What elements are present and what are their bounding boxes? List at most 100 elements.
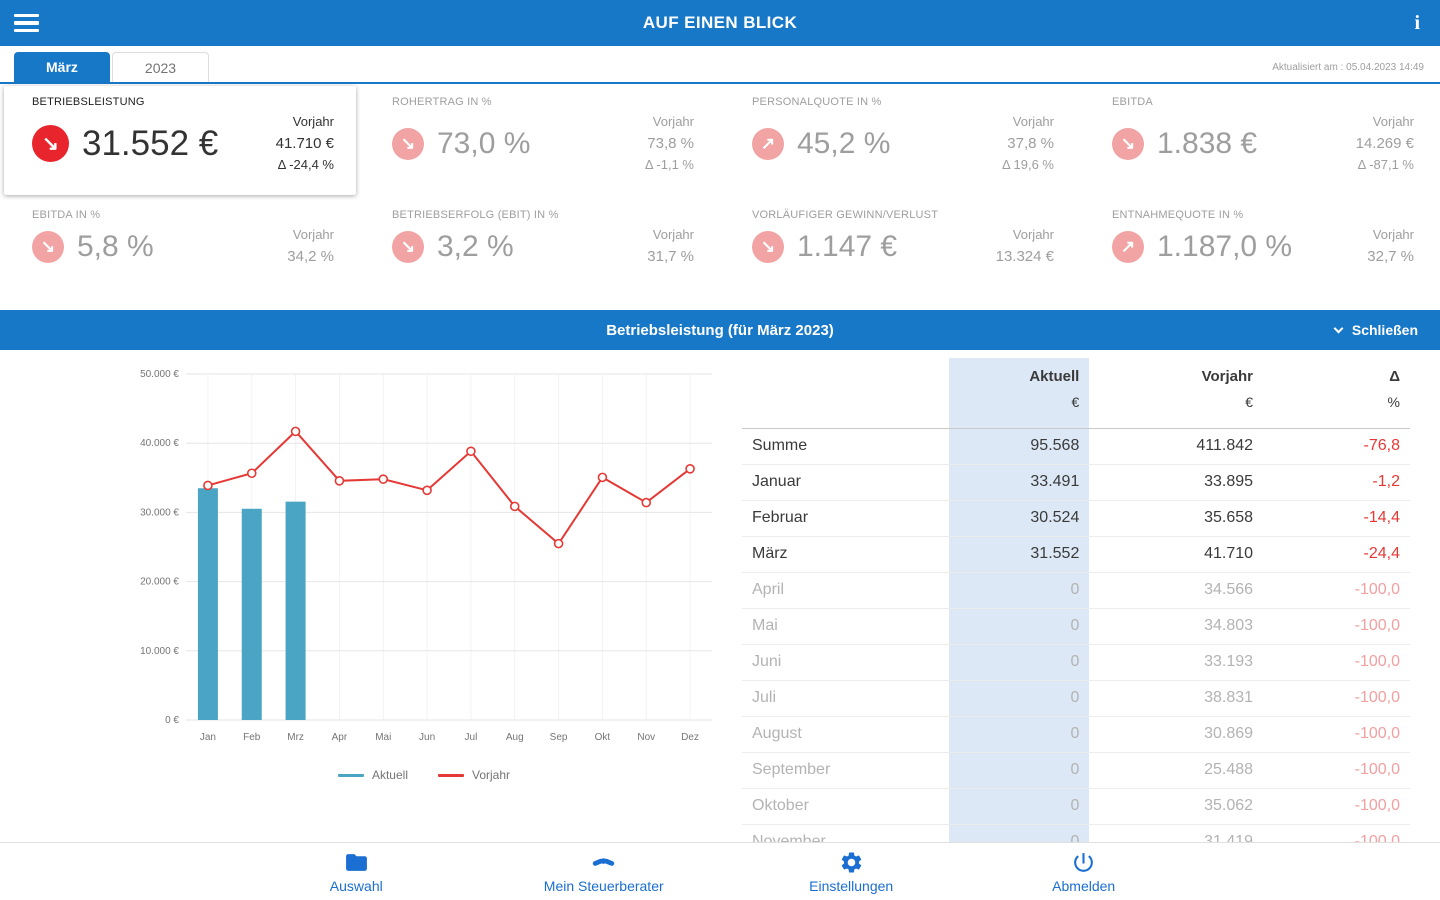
delta-cell: -14,4: [1263, 500, 1410, 537]
kpi-tile-5[interactable]: EBITDA IN % ↘ 5,8 % Vorjahr 34,2 %: [0, 197, 360, 310]
tab-year[interactable]: 2023: [111, 52, 210, 82]
kpi-value: 45,2 %: [797, 126, 891, 160]
nav-label: Auswahl: [329, 877, 383, 894]
kpi-value: 1.187,0 %: [1157, 229, 1293, 263]
nav-mein-steuerberater[interactable]: Mein Steuerberater: [544, 850, 664, 894]
kpi-tile-7[interactable]: VORLÄUFIGER GEWINN/VERLUST ↘ 1.147 € Vorjah…: [720, 197, 1080, 310]
legend-swatch: [438, 773, 464, 777]
delta-cell: -100,0: [1263, 572, 1410, 609]
delta-cell: -100,0: [1263, 716, 1410, 753]
row-label: Februar: [742, 500, 950, 537]
nav-einstellungen[interactable]: Einstellungen: [806, 850, 896, 894]
table-row: Juni 0 33.193 -100,0: [742, 644, 1410, 681]
kpi-title: EBITDA: [1112, 96, 1153, 108]
tab-month[interactable]: März: [14, 52, 110, 82]
kpi-tile-4[interactable]: EBITDA ↘ 1.838 € Vorjahr 14.269 € Δ -87,1 %: [1080, 84, 1440, 197]
delta-cell: -76,8: [1263, 428, 1410, 465]
svg-text:Mrz: Mrz: [287, 732, 304, 743]
info-icon[interactable]: i: [1414, 11, 1420, 34]
kpi-grid: BETRIEBSLEISTUNG ↘ 31.552 € Vorjahr 41.710 €…: [0, 84, 1440, 310]
bottom-nav: Auswahl Mein Steuerberater Einstellungen…: [0, 842, 1440, 900]
delta-cell: -100,0: [1263, 824, 1410, 842]
data-table: Aktuell € Vorjahr € Δ % Summe 95.568 41: [742, 358, 1410, 842]
table-row: Februar 30.524 35.658 -14,4: [742, 500, 1410, 537]
kpi-body: ↘ 73,0 % Vorjahr 73,8 % Δ -1,1 %: [392, 112, 694, 176]
folder-icon: [345, 853, 367, 871]
vorjahr-label: Vorjahr: [1372, 227, 1414, 242]
aktuell-cell: 0: [949, 716, 1090, 753]
kpi-value: 1.147 €: [797, 229, 898, 263]
vorjahr-value: 14.269 €: [1355, 135, 1414, 153]
nav-label: Einstellungen: [809, 877, 894, 894]
aktuell-cell: 0: [949, 572, 1090, 609]
trend-down-icon: ↘: [32, 125, 69, 163]
kpi-body: ↘ 3,2 % Vorjahr 31,7 %: [392, 225, 694, 268]
chevron-down-icon: [1333, 323, 1344, 333]
svg-text:Aug: Aug: [506, 732, 524, 743]
kpi-body: ↗ 1.187,0 % Vorjahr 32,7 %: [1112, 225, 1414, 268]
delta-cell: -100,0: [1263, 752, 1410, 789]
vorjahr-label: Vorjahr: [1012, 114, 1054, 129]
row-label: Mai: [742, 608, 950, 645]
col-aktuell: Aktuell €: [949, 358, 1090, 429]
kpi-title: BETRIEBSERFOLG (EBIT) IN %: [392, 209, 559, 221]
kpi-title: ENTNAHMEQUOTE IN %: [1112, 209, 1244, 221]
vorjahr-cell: 35.062: [1089, 788, 1264, 825]
table-row: November 0 31.419 -100,0: [742, 824, 1410, 842]
aktuell-cell: 0: [949, 680, 1090, 717]
vorjahr-label: Vorjahr: [292, 227, 334, 242]
kpi-title: ROHERTRAG IN %: [392, 96, 492, 108]
svg-text:Nov: Nov: [637, 732, 655, 743]
svg-text:Feb: Feb: [243, 732, 261, 743]
vorjahr-cell: 411.842: [1089, 428, 1264, 465]
nav-auswahl[interactable]: Auswahl: [311, 850, 401, 894]
col-vorjahr: Vorjahr €: [1089, 358, 1264, 429]
app-title: AUF EINEN BLICK: [642, 13, 798, 32]
kpi-tile-2[interactable]: ROHERTRAG IN % ↘ 73,0 % Vorjahr 73,8 % Δ -1,1…: [360, 84, 720, 197]
trend-down-icon: ↘: [32, 230, 64, 263]
vorjahr-value: 41.710 €: [275, 135, 334, 153]
vorjahr-value: 31,7 %: [647, 248, 694, 266]
vorjahr-value: 32,7 %: [1367, 248, 1414, 266]
table-header-row: Aktuell € Vorjahr € Δ %: [742, 358, 1410, 429]
svg-text:Mai: Mai: [375, 732, 391, 743]
delta-cell: -100,0: [1263, 644, 1410, 681]
col-vorjahr-unit: €: [1245, 394, 1254, 410]
kpi-tile-6[interactable]: BETRIEBSERFOLG (EBIT) IN % ↘ 3,2 % Vorjahr 3…: [360, 197, 720, 310]
nav-abmelden[interactable]: Abmelden: [1039, 850, 1129, 894]
kpi-tile-8[interactable]: ENTNAHMEQUOTE IN % ↗ 1.187,0 % Vorjahr 32,7 …: [1080, 197, 1440, 310]
kpi-delta: Δ -1,1 %: [644, 157, 694, 173]
vorjahr-label: Vorjahr: [652, 114, 694, 129]
close-label: Schließen: [1351, 322, 1418, 338]
kpi-value: 1.838 €: [1157, 126, 1258, 160]
svg-text:Okt: Okt: [595, 732, 611, 743]
row-label: Oktober: [742, 788, 950, 825]
aktuell-cell: 0: [949, 752, 1090, 789]
row-label: April: [742, 572, 950, 609]
kpi-title: BETRIEBSLEISTUNG: [32, 96, 145, 108]
kpi-tile-3[interactable]: PERSONALQUOTE IN % ↗ 45,2 % Vorjahr 37,8 % Δ …: [720, 84, 1080, 197]
aktuell-cell: 0: [949, 788, 1090, 825]
aktuell-cell: 0: [949, 608, 1090, 645]
delta-cell: -100,0: [1263, 680, 1410, 717]
delta-cell: -100,0: [1263, 608, 1410, 645]
close-button[interactable]: Schließen: [1333, 322, 1418, 338]
svg-text:Jan: Jan: [200, 732, 216, 743]
kpi-tile-1[interactable]: BETRIEBSLEISTUNG ↘ 31.552 € Vorjahr 41.710 €…: [4, 86, 356, 195]
svg-text:Jul: Jul: [465, 732, 478, 743]
gear-icon: [841, 852, 861, 872]
vorjahr-cell: 33.193: [1089, 644, 1264, 681]
table-row: Juli 0 38.831 -100,0: [742, 680, 1410, 717]
menu-icon[interactable]: [14, 10, 39, 37]
kpi-value: 3,2 %: [437, 229, 514, 263]
aktuell-cell: 33.491: [949, 464, 1090, 501]
section-title: Betriebsleistung (für März 2023): [606, 321, 834, 339]
kpi-delta: Δ 19,6 %: [1001, 157, 1054, 173]
table-row: März 31.552 41.710 -24,4: [742, 536, 1410, 573]
vorjahr-label: Vorjahr: [1012, 227, 1054, 242]
row-label: Juni: [742, 644, 950, 681]
table-row: Summe 95.568 411.842 -76,8: [742, 428, 1410, 465]
delta-cell: -1,2: [1263, 464, 1410, 501]
top-bar: AUF EINEN BLICK i: [0, 0, 1440, 46]
row-label: Juli: [742, 680, 950, 717]
